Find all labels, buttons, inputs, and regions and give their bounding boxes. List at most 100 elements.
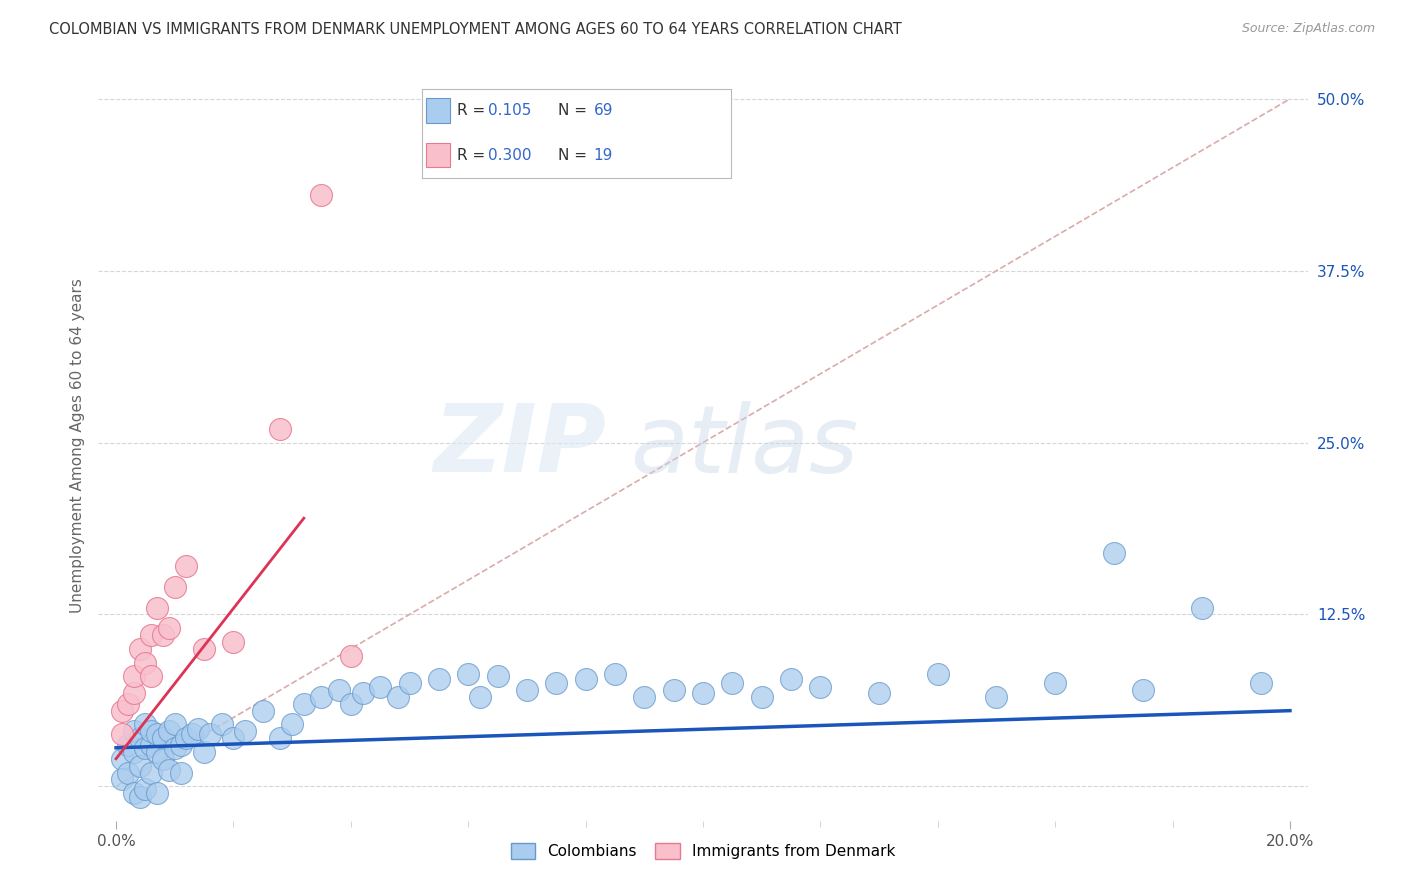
Point xyxy=(368,680,391,694)
Point xyxy=(122,686,145,700)
Point xyxy=(111,704,134,718)
Point xyxy=(146,786,169,800)
Point xyxy=(134,656,156,670)
Point xyxy=(152,752,174,766)
Point xyxy=(1102,545,1125,559)
Point xyxy=(211,717,233,731)
Point xyxy=(193,641,215,656)
Point xyxy=(603,666,626,681)
Point xyxy=(1043,676,1066,690)
Point xyxy=(269,731,291,746)
Point xyxy=(117,738,139,752)
FancyBboxPatch shape xyxy=(426,98,450,122)
Point xyxy=(292,697,315,711)
Point xyxy=(1250,676,1272,690)
Point xyxy=(252,704,274,718)
Point xyxy=(457,666,479,681)
Text: N =: N = xyxy=(558,103,592,118)
Point xyxy=(111,772,134,787)
Text: COLOMBIAN VS IMMIGRANTS FROM DENMARK UNEMPLOYMENT AMONG AGES 60 TO 64 YEARS CORR: COLOMBIAN VS IMMIGRANTS FROM DENMARK UNE… xyxy=(49,22,903,37)
Text: R =: R = xyxy=(457,103,491,118)
Point xyxy=(193,745,215,759)
Point xyxy=(111,752,134,766)
Point xyxy=(128,641,150,656)
Point xyxy=(169,765,191,780)
Point xyxy=(868,686,890,700)
Point xyxy=(141,628,163,642)
Point xyxy=(198,727,221,741)
Text: N =: N = xyxy=(558,148,592,162)
Point xyxy=(122,724,145,739)
Point xyxy=(1191,600,1213,615)
Point xyxy=(169,738,191,752)
Point xyxy=(117,765,139,780)
Y-axis label: Unemployment Among Ages 60 to 64 years: Unemployment Among Ages 60 to 64 years xyxy=(69,278,84,614)
Point xyxy=(721,676,744,690)
Point xyxy=(927,666,949,681)
Point xyxy=(340,697,363,711)
Point xyxy=(222,731,245,746)
Point xyxy=(141,765,163,780)
Point xyxy=(269,422,291,436)
Point xyxy=(575,672,598,686)
Point xyxy=(122,669,145,683)
Point xyxy=(163,580,186,594)
Point xyxy=(152,628,174,642)
Point xyxy=(111,727,134,741)
Point xyxy=(808,680,831,694)
Point xyxy=(152,731,174,746)
Point xyxy=(311,690,333,704)
Point xyxy=(128,758,150,772)
Legend: Colombians, Immigrants from Denmark: Colombians, Immigrants from Denmark xyxy=(505,838,901,865)
Text: 0.105: 0.105 xyxy=(488,103,531,118)
Point xyxy=(128,731,150,746)
Point xyxy=(163,717,186,731)
Point xyxy=(146,745,169,759)
Text: ZIP: ZIP xyxy=(433,400,606,492)
Point xyxy=(751,690,773,704)
FancyBboxPatch shape xyxy=(426,143,450,168)
Point xyxy=(141,669,163,683)
Point xyxy=(311,188,333,202)
Point xyxy=(780,672,803,686)
Point xyxy=(187,722,209,736)
Text: atlas: atlas xyxy=(630,401,859,491)
Text: 0.300: 0.300 xyxy=(488,148,531,162)
Point xyxy=(163,740,186,755)
Point xyxy=(176,559,198,574)
Point xyxy=(128,790,150,805)
Point xyxy=(157,621,180,635)
Point xyxy=(692,686,714,700)
Point xyxy=(398,676,420,690)
Text: 69: 69 xyxy=(593,103,613,118)
Point xyxy=(486,669,509,683)
Point xyxy=(122,745,145,759)
Point xyxy=(328,683,350,698)
Text: R =: R = xyxy=(457,148,491,162)
Point xyxy=(468,690,491,704)
Point xyxy=(352,686,374,700)
Point xyxy=(141,738,163,752)
Point xyxy=(146,727,169,741)
Point xyxy=(134,740,156,755)
Point xyxy=(141,724,163,739)
Point xyxy=(340,648,363,663)
Point xyxy=(222,635,245,649)
Text: 19: 19 xyxy=(593,148,613,162)
Point xyxy=(1132,683,1154,698)
Text: Source: ZipAtlas.com: Source: ZipAtlas.com xyxy=(1241,22,1375,36)
Point xyxy=(633,690,655,704)
Point xyxy=(427,672,450,686)
Point xyxy=(662,683,685,698)
Point xyxy=(146,600,169,615)
Point xyxy=(516,683,538,698)
Point xyxy=(117,697,139,711)
Point xyxy=(157,763,180,777)
Point xyxy=(134,717,156,731)
Point xyxy=(546,676,568,690)
Point xyxy=(176,731,198,746)
Point xyxy=(181,727,204,741)
Point xyxy=(387,690,409,704)
Point xyxy=(233,724,256,739)
Point xyxy=(157,724,180,739)
